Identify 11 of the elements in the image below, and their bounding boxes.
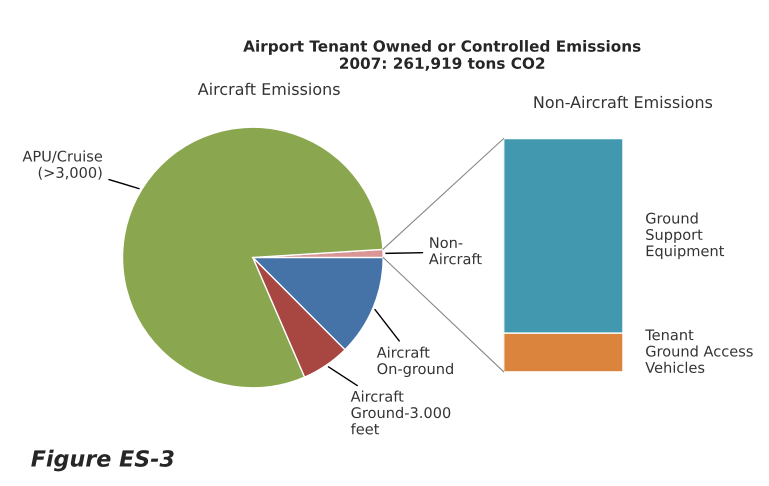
slice-label: Non- Aircraft xyxy=(428,237,482,264)
slice-label: Aircraft On-ground xyxy=(376,346,453,378)
series-label: Tenant Ground Access Vehicles xyxy=(645,329,753,373)
series-label: Ground Support Equipment xyxy=(646,212,724,260)
chart-title: Non-Aircraft Emissions xyxy=(534,96,712,108)
slice-label: APU/Cruise (>3,000) xyxy=(22,150,102,180)
slice-label: Aircraft Ground-3.000 feet xyxy=(350,390,450,434)
chart-subtitle: 2007: 261,919 tons CO2 xyxy=(340,57,544,71)
chart-title: Airport Tenant Owned or Controlled Emissions xyxy=(243,40,640,55)
text: Figure ES-3 xyxy=(31,450,174,472)
text: Aircraft Emissions xyxy=(198,82,340,96)
